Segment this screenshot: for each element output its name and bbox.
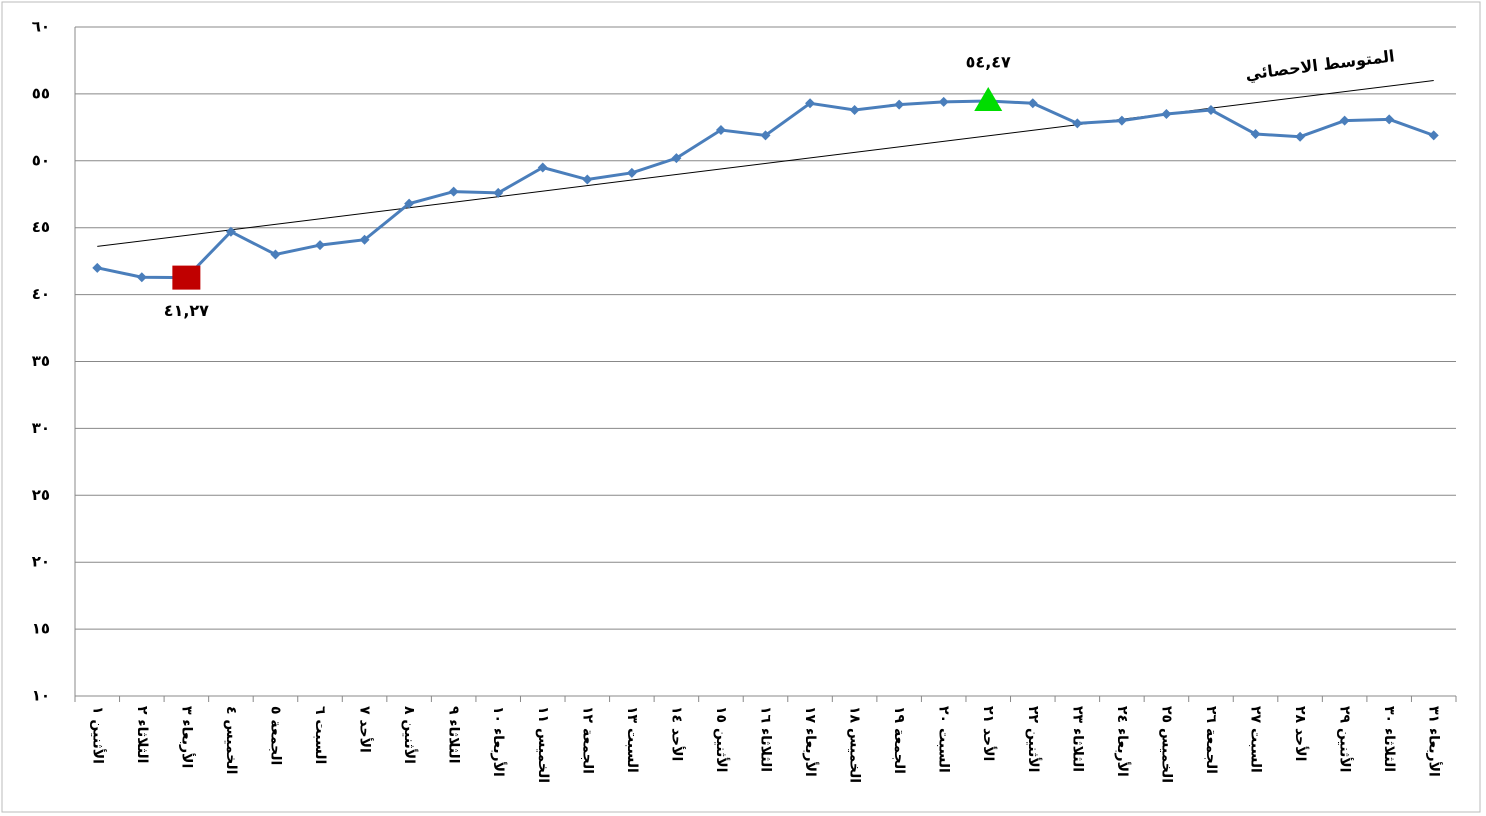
data-point xyxy=(760,130,771,141)
x-tick-label: الأحد ٢١ xyxy=(980,706,997,761)
x-tick-label: الجمعة ١٢ xyxy=(579,706,595,774)
x-tick-label: الأربعاء ٣ xyxy=(178,706,195,768)
data-point xyxy=(92,262,103,273)
x-tick-label: الأثنين ٢٩ xyxy=(1337,706,1354,772)
x-tick-label: الثلاثاء ٩ xyxy=(446,706,462,764)
data-point xyxy=(315,240,326,251)
y-tick-label: ٤٠ xyxy=(32,285,50,303)
data-point xyxy=(493,187,504,198)
data-point xyxy=(1295,131,1306,142)
data-point xyxy=(1384,114,1395,125)
data-point xyxy=(715,125,726,136)
x-tick-label: الخميس ٢٥ xyxy=(1158,706,1174,783)
y-tick-label: ٢٥ xyxy=(32,486,50,504)
x-tick-label: الأثنين ٨ xyxy=(401,706,418,764)
data-point xyxy=(1339,115,1350,126)
x-tick-label: السبت ٢٠ xyxy=(936,706,952,773)
data-point xyxy=(136,272,147,283)
data-point xyxy=(938,96,949,107)
y-tick-label: ٣٥ xyxy=(32,352,50,370)
x-tick-label: الخميس ٤ xyxy=(223,706,239,774)
data-point xyxy=(537,162,548,173)
data-point xyxy=(1428,130,1439,141)
data-point xyxy=(359,234,370,245)
data-point xyxy=(1116,115,1127,126)
x-tick-label: الثلاثاء ٢ xyxy=(134,706,150,764)
data-label: ٥٤,٤٧ xyxy=(966,52,1011,71)
x-tick-label: الخميس ١٨ xyxy=(847,706,863,783)
x-tick-label: الأثنين ١ xyxy=(89,706,106,764)
max-marker xyxy=(974,86,1003,111)
x-tick-label: الأربعاء ١٠ xyxy=(490,706,507,777)
x-tick-label: الجمعة ٢٦ xyxy=(1203,706,1219,774)
data-point xyxy=(270,249,281,260)
x-tick-label: الأربعاء ١٧ xyxy=(802,706,819,777)
x-tick-label: السبت ٢٧ xyxy=(1248,706,1264,773)
x-tick-label: الأحد ٢٨ xyxy=(1292,706,1309,761)
y-tick-label: ٣٠ xyxy=(32,419,50,437)
y-tick-label: ٢٠ xyxy=(32,553,50,571)
x-tick-label: الأثنين ٢٢ xyxy=(1025,706,1042,772)
x-tick-label: الأحد ١٤ xyxy=(668,706,685,761)
y-tick-label: ٥٥ xyxy=(32,84,50,102)
y-tick-label: ٤٥ xyxy=(32,218,50,236)
y-tick-label: ٦٠ xyxy=(32,18,50,36)
x-tick-label: الأحد ٧ xyxy=(357,706,374,753)
x-tick-label: السبت ١٣ xyxy=(624,706,640,773)
data-point xyxy=(582,174,593,185)
data-point xyxy=(805,98,816,109)
x-tick-label: الثلاثاء ١٦ xyxy=(758,706,774,772)
min-marker xyxy=(172,265,201,290)
data-point xyxy=(448,186,459,197)
data-point xyxy=(626,167,637,178)
x-tick-label: الجمعة ١٩ xyxy=(891,706,907,774)
data-point xyxy=(225,226,236,237)
x-tick-label: الجمعة ٥ xyxy=(267,706,283,765)
y-tick-label: ١٥ xyxy=(32,620,50,638)
x-tick-label: الخميس ١١ xyxy=(535,706,551,783)
x-tick-label: الثلاثاء ٢٣ xyxy=(1069,706,1085,772)
y-tick-label: ٥٠ xyxy=(32,151,50,169)
data-point xyxy=(1161,108,1172,119)
x-tick-label: السبت ٦ xyxy=(312,706,328,764)
data-point xyxy=(1027,98,1038,109)
y-tick-label: ١٠ xyxy=(32,687,50,705)
data-point xyxy=(671,153,682,164)
x-tick-label: الأثنين ١٥ xyxy=(713,706,730,772)
x-tick-label: الأربعاء ٣١ xyxy=(1426,706,1443,777)
data-point xyxy=(894,99,905,110)
data-point xyxy=(849,104,860,115)
data-point xyxy=(1072,118,1083,129)
x-tick-label: الأربعاء ٢٤ xyxy=(1114,706,1131,777)
data-point xyxy=(1205,104,1216,115)
x-tick-label: الثلاثاء ٣٠ xyxy=(1381,706,1397,772)
data-label: ٤١,٢٧ xyxy=(164,301,209,320)
data-point xyxy=(1250,129,1261,140)
data-point xyxy=(404,198,415,209)
